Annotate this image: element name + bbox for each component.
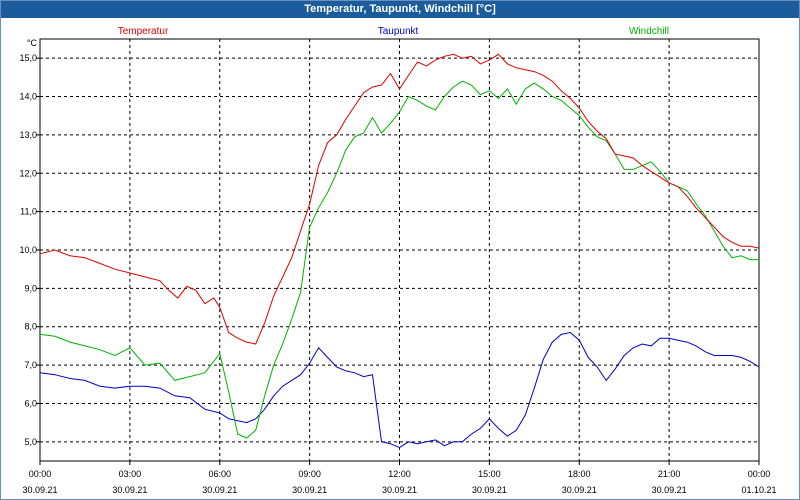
legend-taupunkt: Taupunkt — [378, 26, 419, 37]
y-tick-label: 11,0 — [20, 207, 37, 217]
x-tick-time: 03:00 — [119, 469, 142, 479]
y-tick-label: 13,0 — [19, 130, 37, 140]
y-tick-label: 8,0 — [24, 322, 37, 332]
x-tick-date: 30.09.21 — [382, 485, 417, 495]
legend-windchill: Windchill — [629, 26, 669, 37]
y-tick-label: 5,0 — [24, 437, 37, 447]
x-tick-date: 30.09.21 — [472, 485, 507, 495]
legend-temperatur: Temperatur — [118, 26, 169, 37]
series-line-windchill — [39, 80, 759, 439]
y-tick-label: 7,0 — [24, 360, 37, 370]
y-tick-label: 6,0 — [24, 398, 37, 408]
x-tick-date: 01.10.21 — [741, 485, 776, 495]
y-axis-label: °C — [27, 38, 38, 48]
x-tick-time: 12:00 — [388, 469, 411, 479]
y-tick-label: 10,0 — [19, 245, 37, 255]
x-tick-time: 21:00 — [658, 469, 681, 479]
y-tick-label: 15,0 — [19, 53, 37, 63]
x-tick-date: 30.09.21 — [112, 485, 147, 495]
y-tick-label: 9,0 — [24, 283, 37, 293]
window-title: Temperatur, Taupunkt, Windchill [°C] — [1, 1, 799, 18]
x-tick-time: 18:00 — [568, 469, 591, 479]
x-tick-time: 06:00 — [208, 469, 231, 479]
x-tick-time: 09:00 — [298, 469, 321, 479]
x-tick-date: 30.09.21 — [562, 485, 597, 495]
x-tick-date: 30.09.21 — [22, 485, 57, 495]
x-tick-time: 00:00 — [29, 469, 52, 479]
x-tick-time: 15:00 — [478, 469, 501, 479]
y-tick-label: 12,0 — [19, 168, 37, 178]
series-line-temperatur — [39, 53, 760, 345]
series-line-taupunkt — [39, 331, 760, 449]
x-tick-date: 30.09.21 — [652, 485, 687, 495]
x-tick-time: 00:00 — [748, 469, 771, 479]
y-tick-label: 14,0 — [19, 92, 37, 102]
x-tick-date: 30.09.21 — [202, 485, 237, 495]
x-tick-date: 30.09.21 — [292, 485, 327, 495]
